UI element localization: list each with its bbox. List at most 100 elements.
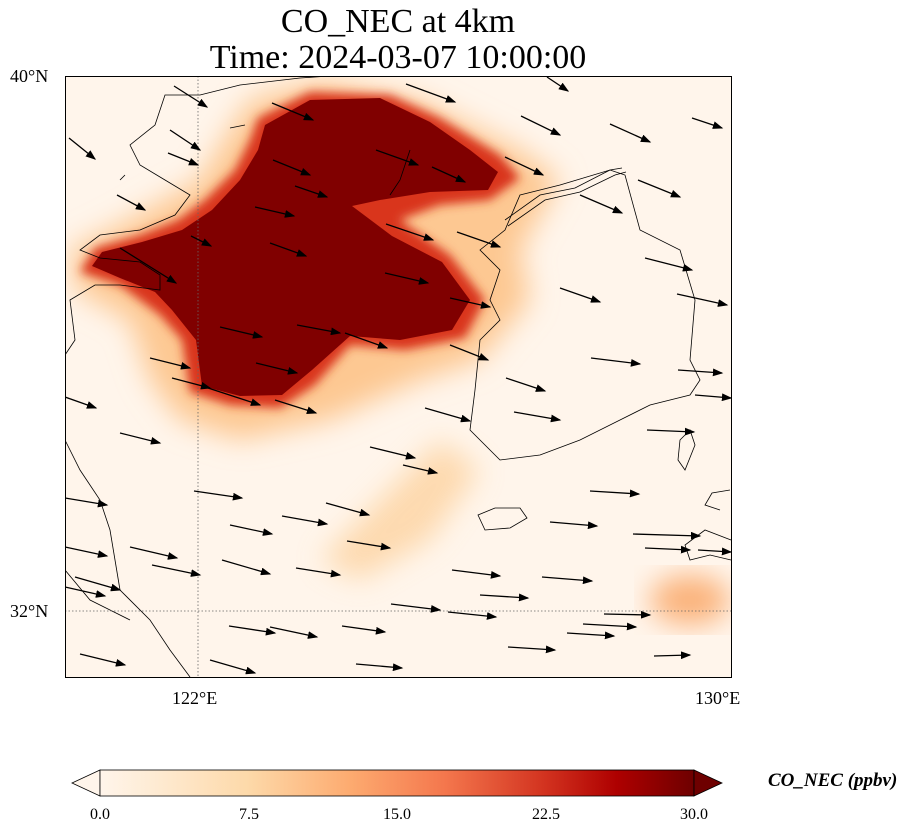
wind-arrow — [589, 489, 641, 498]
wind-arrow — [219, 326, 264, 339]
wind-arrow — [272, 159, 312, 176]
wind-arrow — [65, 586, 107, 598]
colorbar-min-extend — [71, 769, 101, 797]
wind-arrow — [559, 287, 602, 303]
wind-arrow — [431, 166, 467, 183]
wind-arrow — [609, 123, 652, 143]
wind-arrow — [385, 223, 435, 241]
wind-arrow — [190, 235, 213, 247]
wind-arrow — [644, 257, 694, 272]
wind-arrow — [207, 387, 262, 406]
wind-arrow — [169, 129, 202, 151]
wind-arrow — [676, 293, 729, 307]
wind-arrow — [255, 362, 299, 375]
wind-arrow — [271, 102, 315, 121]
lat-label-40: 40°N — [10, 66, 49, 86]
wind-arrow — [447, 611, 498, 620]
wind-arrow — [603, 610, 652, 619]
wind-arrow — [549, 521, 599, 530]
wind-arrow — [632, 531, 702, 540]
wind-arrow — [116, 194, 147, 211]
colorbar — [71, 769, 723, 797]
wind-arrow — [579, 194, 624, 214]
wind-arrow — [637, 179, 682, 198]
colorbar-gradient — [99, 769, 695, 797]
wind-arrow — [449, 344, 490, 361]
wind-arrow — [507, 645, 557, 654]
wind-arrow — [295, 567, 342, 578]
colorbar-tick: 15.0 — [383, 806, 411, 823]
gridlines — [65, 76, 732, 678]
wind-arrow — [504, 156, 545, 176]
wind-arrow — [269, 242, 308, 257]
wind-arrow — [582, 622, 638, 631]
wind-arrow — [65, 497, 109, 508]
wind-arrow — [296, 324, 342, 336]
wind-arrow — [119, 432, 162, 445]
wind-arrow — [151, 564, 202, 577]
wind-arrow — [541, 576, 594, 585]
wind-arrow — [229, 524, 274, 536]
colorbar-tick: 30.0 — [680, 806, 708, 823]
wind-arrow — [119, 247, 178, 284]
wind-arrow — [209, 659, 257, 675]
map-frame — [65, 76, 732, 678]
wind-arrow — [193, 490, 244, 501]
wind-arrow — [375, 149, 420, 166]
wind-arrow — [384, 272, 430, 285]
wind-arrow — [546, 76, 570, 92]
wind-arrow — [513, 411, 562, 423]
wind-arrow — [369, 446, 417, 460]
wind-arrow — [228, 625, 277, 636]
plot-title: CO_NEC at 4km Time: 2024-03-07 10:00:00 — [209, 3, 587, 76]
wind-arrow — [341, 625, 387, 635]
colorbar-max-extend — [693, 769, 723, 797]
wind-arrow — [149, 357, 192, 370]
wind-arrow — [254, 206, 296, 218]
wind-arrow — [405, 83, 457, 103]
wind-arrow — [520, 115, 562, 136]
wind-arrow — [402, 464, 439, 475]
wind-arrow — [344, 332, 389, 349]
wind-arrow — [691, 117, 724, 129]
wind-arrow — [390, 603, 442, 613]
wind-arrow — [479, 593, 530, 602]
wind-arrow — [424, 407, 472, 423]
wind-arrow — [65, 546, 109, 558]
wind-arrow — [590, 357, 642, 367]
wind-arrow — [653, 651, 692, 660]
wind-arrow — [167, 152, 200, 166]
wind-arrow — [281, 515, 329, 527]
wind-arrow — [505, 377, 547, 392]
wind-arrow — [325, 502, 371, 517]
wind-arrow — [221, 559, 272, 576]
wind-arrow — [171, 377, 212, 390]
wind-arrow — [68, 137, 97, 160]
colorbar-tick: 0.0 — [90, 806, 110, 823]
wind-arrow — [566, 631, 616, 640]
wind-arrow — [65, 396, 98, 409]
lon-label-130: 130°E — [695, 688, 741, 708]
colorbar-tick: 22.5 — [532, 806, 560, 823]
wind-arrow — [694, 393, 732, 402]
wind-vectors — [65, 76, 732, 675]
wind-arrow — [294, 185, 329, 198]
wind-arrow — [346, 540, 392, 551]
wind-arrow — [449, 297, 492, 309]
coastlines — [65, 76, 732, 678]
colorbar-tick: 7.5 — [239, 806, 259, 823]
wind-arrow — [274, 399, 318, 414]
wind-arrow — [677, 368, 724, 377]
lon-label-122: 122°E — [172, 688, 218, 708]
wind-arrow — [456, 231, 502, 248]
wind-arrow — [644, 545, 692, 554]
wind-arrow — [173, 85, 209, 108]
wind-arrow — [74, 576, 122, 592]
wind-arrow — [697, 547, 732, 556]
wind-arrow — [355, 663, 404, 672]
lat-label-32: 32°N — [10, 601, 49, 621]
wind-arrow — [269, 626, 319, 639]
wind-arrow — [129, 546, 179, 560]
colorbar-label: CO_NEC (ppbv) — [768, 770, 898, 791]
wind-arrow — [451, 569, 502, 579]
